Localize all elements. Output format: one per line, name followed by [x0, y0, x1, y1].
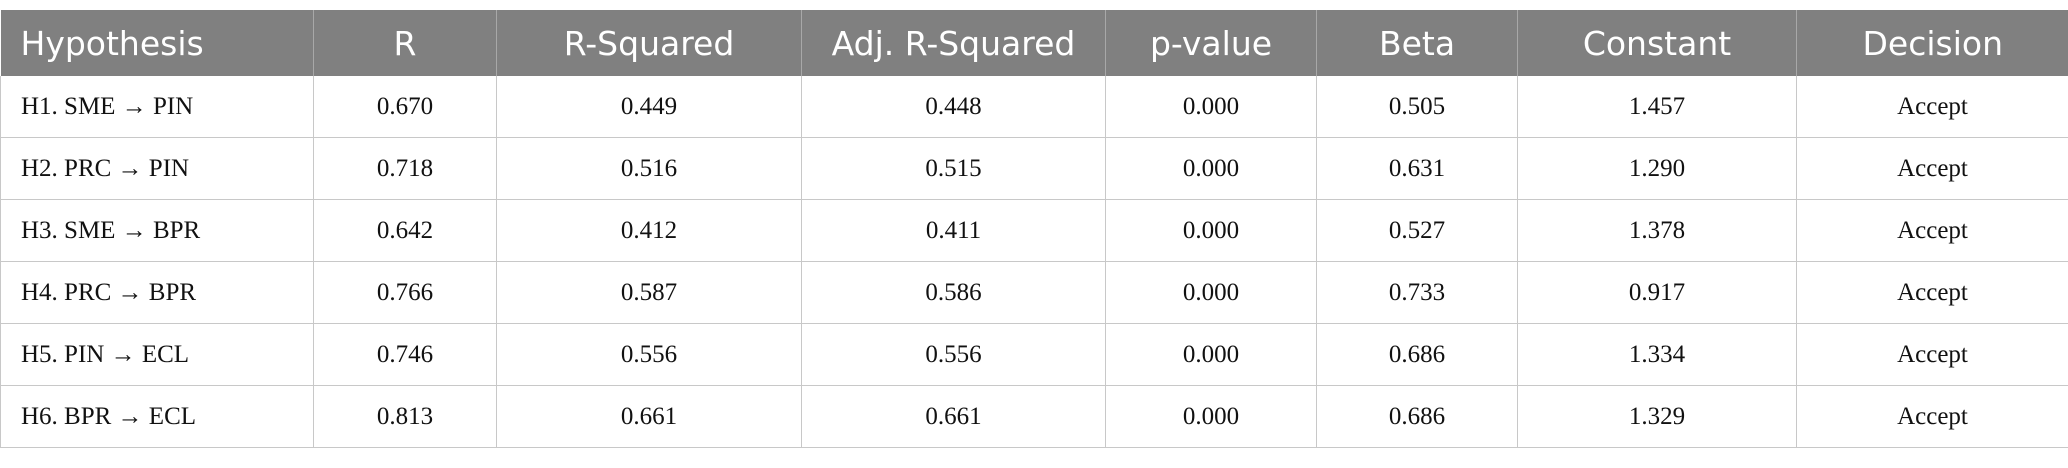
- header-cell: R-Squared: [496, 10, 802, 76]
- table-cell: 0.642: [313, 199, 497, 262]
- table-cell: 0.733: [1316, 261, 1518, 324]
- table-cell: H4. PRC → BPR: [0, 261, 314, 324]
- table-cell: 0.670: [313, 76, 497, 138]
- table-body: H1. SME → PIN 0.670 0.449 0.448 0.000 0.505 1.…: [0, 76, 2068, 448]
- table-cell: 0.686: [1316, 385, 1518, 448]
- table-cell: 0.000: [1105, 385, 1317, 448]
- table-cell: 1.378: [1517, 199, 1797, 262]
- table-cell: 1.329: [1517, 385, 1797, 448]
- table-cell: 0.556: [801, 323, 1106, 386]
- table-row: H2. PRC → PIN 0.718 0.516 0.515 0.000 0.631 1.…: [0, 137, 2068, 200]
- table-cell: Accept: [1796, 385, 2068, 448]
- table-cell: 0.917: [1517, 261, 1797, 324]
- table-container: Hypothesis R R-Squared Adj. R-Squared p-valu…: [0, 10, 2068, 448]
- table-cell: Accept: [1796, 323, 2068, 386]
- table-cell: 0.631: [1316, 137, 1518, 200]
- table-cell: Accept: [1796, 76, 2068, 138]
- table-cell: 0.587: [496, 261, 802, 324]
- header-cell: Hypothesis: [0, 10, 314, 76]
- table-cell: 0.556: [496, 323, 802, 386]
- table-cell: 0.000: [1105, 199, 1317, 262]
- table-cell: Accept: [1796, 261, 2068, 324]
- table-row: H6. BPR → ECL 0.813 0.661 0.661 0.000 0.686 1.…: [0, 385, 2068, 448]
- table-row: H1. SME → PIN 0.670 0.449 0.448 0.000 0.505 1.…: [0, 76, 2068, 138]
- table-cell: 0.412: [496, 199, 802, 262]
- table-cell: 0.505: [1316, 76, 1518, 138]
- header-row: Hypothesis R R-Squared Adj. R-Squared p-valu…: [0, 10, 2068, 76]
- table-cell: 0.411: [801, 199, 1106, 262]
- table-cell: 1.334: [1517, 323, 1797, 386]
- table-cell: 0.661: [801, 385, 1106, 448]
- table-cell: 0.449: [496, 76, 802, 138]
- table-cell: 0.000: [1105, 323, 1317, 386]
- header-cell: Adj. R-Squared: [801, 10, 1106, 76]
- header-cell: R: [313, 10, 497, 76]
- table-row: H4. PRC → BPR 0.766 0.587 0.586 0.000 0.733 0.…: [0, 261, 2068, 324]
- table-cell: 0.516: [496, 137, 802, 200]
- table-cell: 0.718: [313, 137, 497, 200]
- table-cell: H5. PIN → ECL: [0, 323, 314, 386]
- table-cell: 0.000: [1105, 261, 1317, 324]
- table-cell: 0.746: [313, 323, 497, 386]
- table-cell: 0.515: [801, 137, 1106, 200]
- header-cell: Beta: [1316, 10, 1518, 76]
- table-cell: H2. PRC → PIN: [0, 137, 314, 200]
- table-cell: 0.000: [1105, 137, 1317, 200]
- results-table: Hypothesis R R-Squared Adj. R-Squared p-valu…: [0, 10, 2068, 448]
- table-cell: 0.766: [313, 261, 497, 324]
- table-cell: 0.813: [313, 385, 497, 448]
- table-cell: 0.686: [1316, 323, 1518, 386]
- header-cell: p-value: [1105, 10, 1317, 76]
- table-cell: 0.527: [1316, 199, 1518, 262]
- table-cell: H1. SME → PIN: [0, 76, 314, 138]
- table-cell: Accept: [1796, 137, 2068, 200]
- table-cell: 0.448: [801, 76, 1106, 138]
- table-cell: H6. BPR → ECL: [0, 385, 314, 448]
- table-cell: Accept: [1796, 199, 2068, 262]
- header-cell: Decision: [1796, 10, 2068, 76]
- table-cell: 1.290: [1517, 137, 1797, 200]
- table-row: H5. PIN → ECL 0.746 0.556 0.556 0.000 0.686 1.…: [0, 323, 2068, 386]
- table-cell: 0.661: [496, 385, 802, 448]
- table-cell: H3. SME → BPR: [0, 199, 314, 262]
- table-cell: 1.457: [1517, 76, 1797, 138]
- header-cell: Constant: [1517, 10, 1797, 76]
- table-cell: 0.586: [801, 261, 1106, 324]
- table-row: H3. SME → BPR 0.642 0.412 0.411 0.000 0.527 1.…: [0, 199, 2068, 262]
- table-cell: 0.000: [1105, 76, 1317, 138]
